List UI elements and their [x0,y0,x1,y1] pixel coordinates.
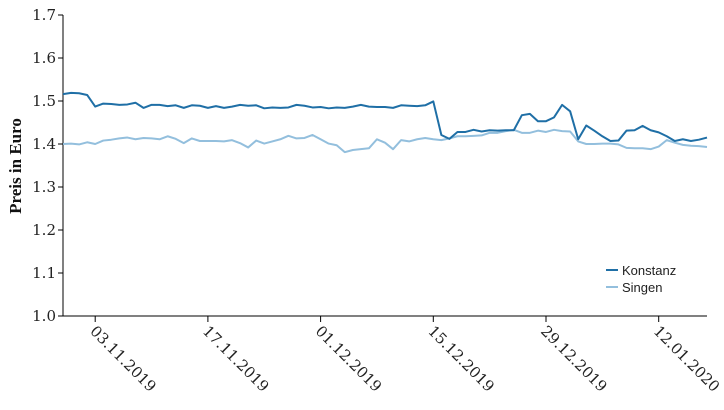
series-line-konstanz [62,91,708,142]
y-tick-label: 1.3 [32,178,56,196]
series-layer [62,91,708,154]
series-line-singen [62,128,708,154]
legend-label: Singen [622,280,662,295]
y-tick-label: 1.1 [32,264,56,282]
x-tick-label: 29.12.2019 [537,322,610,395]
y-tick-label: 1.5 [32,92,56,110]
x-tick-label: 17.11.2019 [199,322,272,395]
x-tick-label: 12.01.2020 [650,322,723,395]
y-tick-label: 1.2 [32,221,56,239]
legend: Konstanz Singen [606,263,676,295]
x-tick-label: 15.12.2019 [424,322,497,395]
y-tick-label: 1.6 [32,49,56,67]
x-axis: 03.11.2019 17.11.2019 01.12.2019 15.12.2019… [63,315,723,396]
y-tick-label: 1.7 [32,6,56,24]
y-axis: 1.0 1.1 1.2 1.3 1.4 1.5 1.6 1.7 [32,6,64,325]
x-tick-label: 03.11.2019 [86,322,159,395]
y-tick-label: 1.0 [32,307,56,325]
legend-label: Konstanz [622,263,676,278]
y-axis-title: Preis in Euro [6,118,25,214]
x-tick-label: 01.12.2019 [312,322,385,395]
y-tick-label: 1.4 [32,135,56,153]
